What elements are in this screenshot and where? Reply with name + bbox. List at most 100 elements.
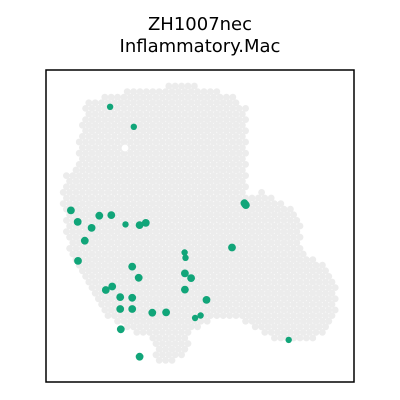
tissue-spot xyxy=(101,149,109,157)
tissue-spot xyxy=(155,312,163,319)
tissue-spot xyxy=(149,267,157,275)
tissue-spot xyxy=(152,172,160,180)
tissue-spot xyxy=(104,267,112,275)
tissue-spot xyxy=(171,351,179,359)
tissue-spot xyxy=(194,121,202,129)
tissue-spot xyxy=(126,284,134,291)
tissue-spot xyxy=(82,183,89,191)
tissue-spot xyxy=(117,267,125,275)
tissue-spot xyxy=(152,105,160,112)
tissue-spot xyxy=(123,200,131,208)
tissue-spot xyxy=(79,211,86,219)
tissue-spot xyxy=(69,250,77,258)
tissue-spot xyxy=(207,200,214,208)
tissue-spot xyxy=(98,121,105,129)
tissue-spot xyxy=(117,245,125,252)
tissue-spot xyxy=(277,267,285,275)
tissue-spot xyxy=(111,166,118,174)
tissue-spot xyxy=(277,289,285,297)
tissue-spot xyxy=(101,183,109,191)
tissue-spot xyxy=(117,200,125,208)
tissue-spot xyxy=(200,233,208,241)
inflammatory-mac-spot xyxy=(181,285,189,294)
tissue-spot xyxy=(194,110,202,118)
tissue-spot xyxy=(111,133,118,140)
tissue-spot xyxy=(274,295,281,303)
tissue-spot xyxy=(149,166,157,174)
tissue-spot xyxy=(126,194,134,202)
tissue-spot xyxy=(111,245,118,252)
tissue-spot xyxy=(178,172,186,180)
tissue-spot xyxy=(255,284,262,291)
tissue-spot xyxy=(309,289,317,297)
tissue-spot xyxy=(261,228,269,236)
tissue-spot xyxy=(117,278,125,286)
tissue-spot xyxy=(165,183,173,191)
tissue-spot xyxy=(155,200,163,208)
tissue-spot xyxy=(235,284,243,291)
tissue-spot xyxy=(258,289,265,297)
tissue-spot xyxy=(91,110,99,118)
tissue-spot xyxy=(235,273,243,280)
tissue-spot xyxy=(123,133,131,140)
tissue-spot xyxy=(210,295,218,303)
tissue-spot xyxy=(123,110,131,118)
tissue-spot xyxy=(171,194,179,202)
tissue-spot xyxy=(139,93,147,101)
tissue-spot xyxy=(165,329,173,336)
inflammatory-mac-spot xyxy=(182,254,189,261)
tissue-spot xyxy=(123,312,131,319)
tissue-spot xyxy=(152,116,160,123)
tissue-spot xyxy=(287,239,294,247)
tissue-spot xyxy=(114,317,121,325)
tissue-spot xyxy=(280,205,288,213)
tissue-spot xyxy=(242,183,250,191)
tissue-spot xyxy=(181,166,189,174)
tissue-spot xyxy=(296,289,304,297)
tissue-spot xyxy=(319,306,326,314)
tissue-spot xyxy=(101,172,109,180)
tissue-spot xyxy=(155,99,163,107)
tissue-spot xyxy=(168,357,176,364)
inflammatory-mac-spot xyxy=(285,336,292,344)
tissue-spot xyxy=(210,127,218,135)
tissue-spot xyxy=(223,205,230,213)
tissue-spot xyxy=(216,194,224,202)
tissue-spot xyxy=(107,205,115,213)
tissue-spot xyxy=(197,317,205,325)
tissue-spot xyxy=(126,250,134,258)
tissue-spot xyxy=(299,306,307,314)
tissue-spot xyxy=(219,211,227,219)
tissue-spot xyxy=(306,329,313,336)
tissue-spot xyxy=(184,205,192,213)
tissue-spot xyxy=(287,295,294,303)
tissue-spot xyxy=(223,273,230,280)
tissue-spot xyxy=(229,172,237,180)
tissue-spot xyxy=(72,211,80,219)
tissue-spot xyxy=(309,312,317,319)
tissue-spot xyxy=(107,183,115,191)
tissue-spot xyxy=(146,273,154,280)
tissue-spot xyxy=(79,189,86,196)
tissue-spot xyxy=(123,189,131,196)
tissue-spot xyxy=(331,306,339,314)
tissue-spot xyxy=(229,205,237,213)
tissue-spot xyxy=(114,273,121,280)
tissue-spot xyxy=(123,166,131,174)
tissue-spot xyxy=(107,127,115,135)
tissue-spot xyxy=(104,222,112,230)
tissue-spot xyxy=(101,261,109,269)
tissue-spot xyxy=(213,121,221,129)
tissue-spot xyxy=(85,189,93,196)
tissue-spot xyxy=(261,284,269,291)
tissue-spot xyxy=(139,183,147,191)
tissue-spot xyxy=(168,177,176,185)
tissue-spot xyxy=(91,189,99,196)
tissue-spot xyxy=(216,273,224,280)
tissue-spot xyxy=(191,161,198,168)
tissue-spot xyxy=(197,261,205,269)
tissue-spot xyxy=(223,172,230,180)
tissue-spot xyxy=(123,121,131,129)
tissue-spot xyxy=(255,273,262,280)
tissue-spot xyxy=(200,166,208,174)
